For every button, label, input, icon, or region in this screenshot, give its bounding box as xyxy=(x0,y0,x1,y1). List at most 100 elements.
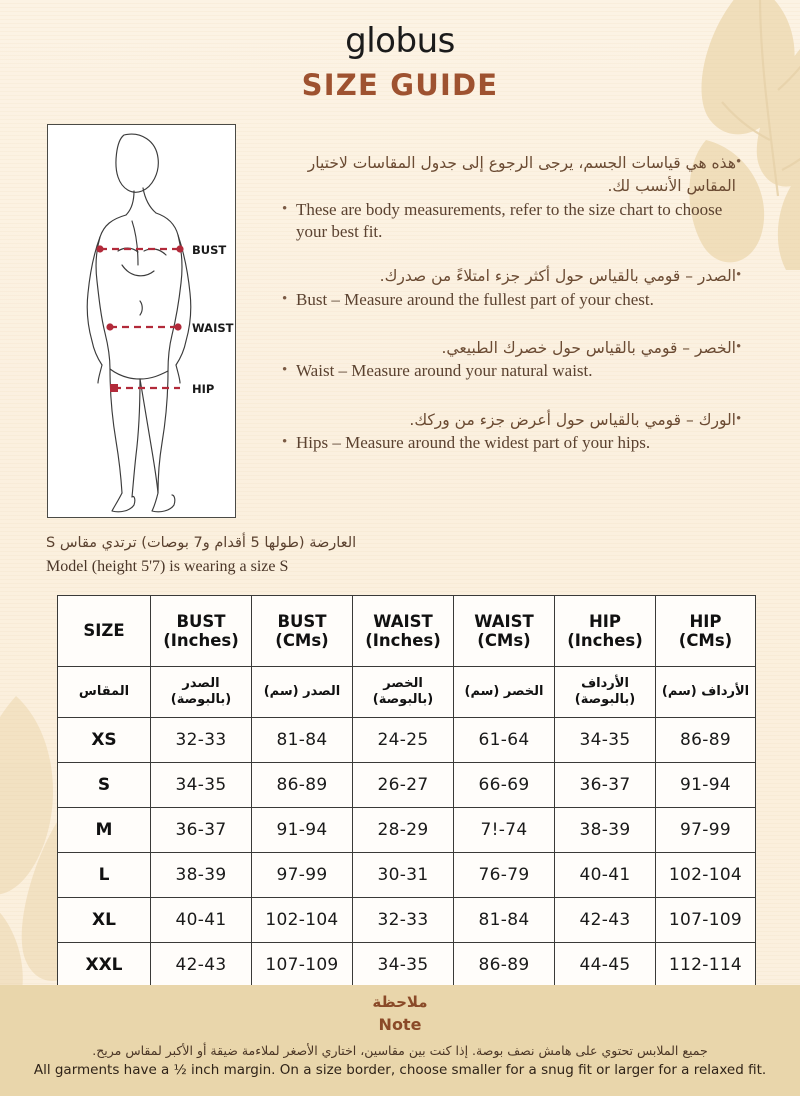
cell-size-label: XXL xyxy=(57,942,151,988)
bullet-dot-icon: • xyxy=(736,339,742,356)
table-header-size: SIZE xyxy=(57,595,151,667)
instruction-english: • Hips – Measure around the widest part … xyxy=(282,433,651,452)
cell-waist_in: 28-29 xyxy=(352,807,454,853)
hip-measure-line xyxy=(110,384,180,392)
cell-size-label: M xyxy=(57,807,151,853)
cell-hip_in: 44-45 xyxy=(554,942,656,988)
cell-waist_cm: 76-79 xyxy=(453,852,555,898)
instruction-group-general: • هذه هي قياسات الجسم، يرجى الرجوع إلى ج… xyxy=(282,152,750,243)
table-row: S 34-35 86-89 26-27 66-69 36-37 91-94 xyxy=(57,762,756,808)
cell-hip_cm: 86-89 xyxy=(655,717,756,763)
cell-bust_in: 32-33 xyxy=(150,717,252,763)
bullet-dot-icon: • xyxy=(282,290,288,307)
cell-size-label: XS xyxy=(57,717,151,763)
note-heading-arabic: ملاحظة xyxy=(372,993,428,1011)
bullet-dot-icon: • xyxy=(282,200,288,217)
table-header-bust-inches: BUST (Inches) xyxy=(150,595,252,667)
table-row: XL 40-41 102-104 32-33 81-84 42-43 107-109 xyxy=(57,897,756,943)
cell-waist_cm: 7!-74 xyxy=(453,807,555,853)
cell-hip_cm: 102-104 xyxy=(655,852,756,898)
instruction-group-waist: • الخصر – قومي بالقياس حول خصرك الطبيعي.… xyxy=(282,337,750,383)
instruction-group-hips: • الورك – قومي بالقياس حول أعرض جزء من و… xyxy=(282,409,750,455)
bust-measure-line xyxy=(96,245,184,253)
cell-hip_in: 38-39 xyxy=(554,807,656,853)
bullet-dot-icon: • xyxy=(282,434,288,450)
page-title: SIZE GUIDE xyxy=(301,67,499,102)
cell-size-label: S xyxy=(57,762,151,808)
model-caption-arabic: العارضة (طولها 5 أقدام و7 بوصات) ترتدي م… xyxy=(46,535,357,551)
note-footer: ملاحظة Note جميع الملابس تحتوي على هامش … xyxy=(0,985,800,1096)
table-header-ar-waist-cms: الخصر (سم) xyxy=(453,666,555,718)
cell-hip_cm: 107-109 xyxy=(655,897,756,943)
size-chart-table: SIZE BUST (Inches) BUST (CMs) WAIST (Inc… xyxy=(57,595,756,988)
cell-bust_cm: 97-99 xyxy=(251,852,353,898)
note-body-english: All garments have a ½ inch margin. On a … xyxy=(33,1062,767,1079)
table-header-hip-cms: HIP (CMs) xyxy=(655,595,756,667)
note-body-arabic: جميع الملابس تحتوي على هامش نصف بوصة. إذ… xyxy=(92,1043,708,1059)
cell-waist_in: 30-31 xyxy=(352,852,454,898)
model-caption: العارضة (طولها 5 أقدام و7 بوصات) ترتدي م… xyxy=(46,533,746,577)
cell-bust_cm: 91-94 xyxy=(251,807,353,853)
cell-hip_in: 36-37 xyxy=(554,762,656,808)
bullet-dot-icon: • xyxy=(736,154,742,170)
cell-waist_in: 32-33 xyxy=(352,897,454,943)
table-row: M 36-37 91-94 28-29 7!-74 38-39 97-99 xyxy=(57,807,756,853)
cell-hip_in: 34-35 xyxy=(554,717,656,763)
cell-size-label: XL xyxy=(57,897,151,943)
cell-bust_cm: 102-104 xyxy=(251,897,353,943)
instruction-arabic: • هذه هي قياسات الجسم، يرجى الرجوع إلى ج… xyxy=(282,152,750,199)
instruction-arabic: • الورك – قومي بالقياس حول أعرض جزء من و… xyxy=(282,409,750,432)
table-header-bust-cms: BUST (CMs) xyxy=(251,595,353,667)
measurement-instructions: • هذه هي قياسات الجسم، يرجى الرجوع إلى ج… xyxy=(282,152,750,468)
table-header-ar-bust-inches: الصدر (بالبوصة) xyxy=(150,666,252,718)
bullet-dot-icon: • xyxy=(736,410,742,427)
table-header-ar-waist-inches: الخصر (بالبوصة) xyxy=(352,666,454,718)
waist-measure-line xyxy=(106,323,182,331)
cell-waist_cm: 81-84 xyxy=(453,897,555,943)
cell-waist_cm: 86-89 xyxy=(453,942,555,988)
bust-label: BUST xyxy=(192,243,226,257)
instruction-english: • Bust – Measure around the fullest part… xyxy=(282,289,654,309)
instruction-arabic: • الصدر – قومي بالقياس حول أكثر جزء امتل… xyxy=(282,265,750,288)
table-header-ar-hip-inches: الأرداف (بالبوصة) xyxy=(554,666,656,718)
table-header-ar-hip-cms: الأرداف (سم) xyxy=(655,666,756,718)
body-measurement-figure: BUST WAIST HIP xyxy=(47,124,236,518)
bullet-dot-icon: • xyxy=(736,267,742,284)
model-caption-english: Model (height 5'7) is wearing a size S xyxy=(46,557,289,575)
page-header: globus SIZE GUIDE xyxy=(0,21,800,102)
cell-bust_in: 40-41 xyxy=(150,897,252,943)
cell-bust_in: 38-39 xyxy=(150,852,252,898)
instruction-english: • These are body measurements, refer to … xyxy=(282,199,723,241)
brand-logo: globus xyxy=(345,21,455,61)
table-header-ar-size: المقاس xyxy=(57,666,151,718)
table-header-waist-cms: WAIST (CMs) xyxy=(453,595,555,667)
table-header-waist-inches: WAIST (Inches) xyxy=(352,595,454,667)
cell-hip_cm: 91-94 xyxy=(655,762,756,808)
table-header-hip-inches: HIP (Inches) xyxy=(554,595,656,667)
instruction-group-bust: • الصدر – قومي بالقياس حول أكثر جزء امتل… xyxy=(282,265,750,311)
cell-bust_cm: 86-89 xyxy=(251,762,353,808)
note-heading-english: Note xyxy=(378,1014,422,1034)
cell-bust_in: 34-35 xyxy=(150,762,252,808)
cell-bust_cm: 107-109 xyxy=(251,942,353,988)
cell-bust_in: 42-43 xyxy=(150,942,252,988)
cell-hip_cm: 97-99 xyxy=(655,807,756,853)
cell-hip_in: 42-43 xyxy=(554,897,656,943)
table-row: L 38-39 97-99 30-31 76-79 40-41 102-104 xyxy=(57,852,756,898)
bullet-dot-icon: • xyxy=(282,362,288,379)
instruction-english: • Waist – Measure around your natural wa… xyxy=(282,361,593,381)
table-row: XXL 42-43 107-109 34-35 86-89 44-45 112-114 xyxy=(57,942,756,988)
hip-label: HIP xyxy=(192,382,214,396)
table-row: XS 32-33 81-84 24-25 61-64 34-35 86-89 xyxy=(57,717,756,763)
cell-bust_cm: 81-84 xyxy=(251,717,353,763)
cell-hip_cm: 112-114 xyxy=(655,942,756,988)
cell-hip_in: 40-41 xyxy=(554,852,656,898)
cell-waist_cm: 61-64 xyxy=(453,717,555,763)
cell-waist_in: 26-27 xyxy=(352,762,454,808)
cell-waist_cm: 66-69 xyxy=(453,762,555,808)
instruction-arabic: • الخصر – قومي بالقياس حول خصرك الطبيعي. xyxy=(282,337,750,360)
cell-size-label: L xyxy=(57,852,151,898)
cell-bust_in: 36-37 xyxy=(150,807,252,853)
table-header-row-english: SIZE BUST (Inches) BUST (CMs) WAIST (Inc… xyxy=(57,595,756,667)
table-header-row-arabic: المقاس الصدر (بالبوصة) الصدر (سم) الخصر … xyxy=(57,666,756,718)
